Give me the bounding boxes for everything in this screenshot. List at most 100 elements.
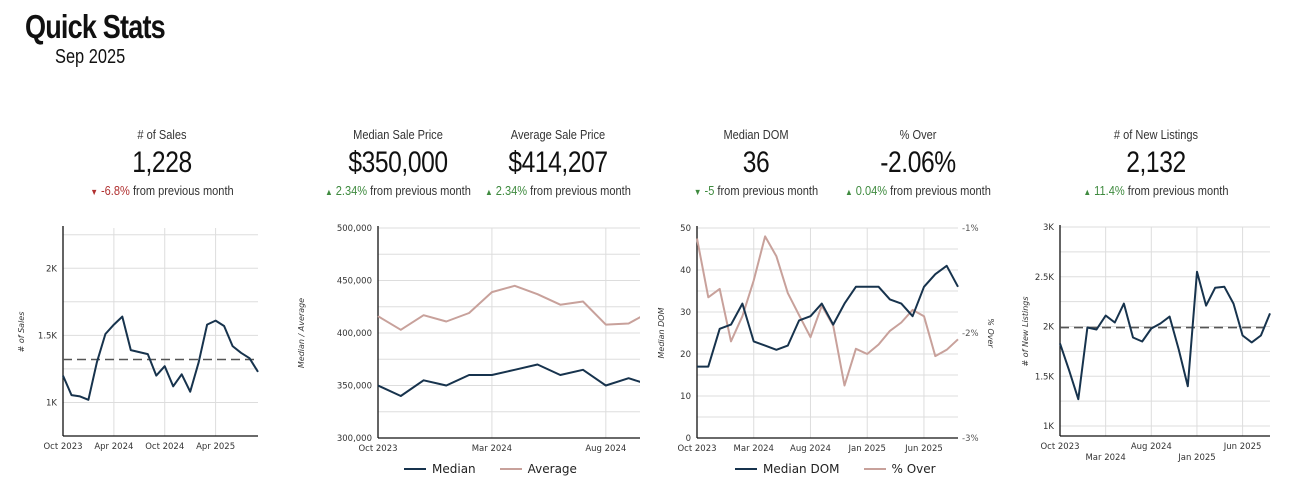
y-tick-label: 3K bbox=[1043, 223, 1054, 233]
kpi-median-price: Median Sale Price $350,000 ▲ 2.34% from … bbox=[298, 127, 498, 198]
y-tick-label: 350,000 bbox=[337, 382, 372, 392]
legend-swatch bbox=[499, 468, 522, 470]
series-line--of-new-listings bbox=[1059, 270, 1271, 401]
arrow-down-icon: ▼ bbox=[90, 187, 98, 197]
x-tick-label: Apr 2025 bbox=[196, 442, 235, 452]
arrow-up-icon: ▲ bbox=[845, 187, 853, 197]
y-tick-label: 10 bbox=[680, 392, 691, 402]
kpi-change: -5 bbox=[704, 183, 715, 198]
kpi-change: 2.34% bbox=[495, 183, 528, 198]
legend-label: % Over bbox=[891, 462, 936, 476]
arrow-down-icon: ▼ bbox=[693, 187, 702, 197]
y-tick-label: 400,000 bbox=[337, 329, 372, 339]
x-tick-label: Oct 2023 bbox=[677, 444, 716, 454]
kpi-value: 1,228 bbox=[132, 146, 192, 179]
y-tick-label: 1K bbox=[46, 398, 57, 408]
y-tick-label: 30 bbox=[680, 308, 691, 318]
y-tick-label: 300,000 bbox=[337, 434, 372, 444]
page-title: Quick Stats bbox=[25, 8, 166, 45]
kpi-average-price: Average Sale Price $414,207 ▲ 2.34% from… bbox=[458, 127, 658, 198]
legend-swatch bbox=[735, 468, 757, 470]
x-tick-label: Mar 2024 bbox=[472, 444, 512, 454]
kpi-value: -2.06% bbox=[880, 146, 956, 179]
x-tick-label: Jan 2025 bbox=[847, 444, 885, 454]
series-line-average bbox=[377, 284, 640, 331]
legend-item-median: Median bbox=[404, 462, 476, 476]
y-tick-label: 40 bbox=[680, 266, 691, 276]
kpi-median-dom: Median DOM 36 ▼ -5 from previous month bbox=[656, 127, 856, 198]
y-tick-label: 2K bbox=[46, 264, 57, 274]
legend-label: Median bbox=[432, 462, 476, 476]
kpi-label: Median DOM bbox=[723, 127, 789, 142]
kpi-percent-over: % Over -2.06% ▲ 0.04% from previous mont… bbox=[818, 127, 1018, 198]
x-tick-label: Oct 2024 bbox=[145, 442, 184, 452]
arrow-up-icon: ▲ bbox=[325, 187, 333, 197]
series-line-median bbox=[377, 363, 640, 397]
kpi-change-suffix: from previous month bbox=[132, 183, 234, 198]
x-tick-label: Apr 2024 bbox=[94, 442, 133, 452]
kpi-value: 2,132 bbox=[1126, 146, 1186, 179]
x-tick-label: Oct 2023 bbox=[43, 442, 82, 452]
x-tick-label: Mar 2024 bbox=[1085, 453, 1125, 463]
legend-item-percent-over: % Over bbox=[863, 462, 936, 476]
kpi-change-suffix: from previous month bbox=[717, 183, 819, 198]
dom-chart-legend: Median DOM % Over bbox=[735, 462, 936, 476]
y-tick-label: 0 bbox=[686, 434, 691, 444]
y-tick-label: 2K bbox=[1043, 323, 1054, 333]
y-right-axis-label: % Over bbox=[986, 318, 995, 348]
kpi-label: # of New Listings bbox=[1113, 127, 1199, 142]
y-right-tick-label: -1% bbox=[962, 224, 979, 234]
x-tick-label: Jun 2025 bbox=[904, 444, 943, 454]
kpi-change: 11.4% bbox=[1094, 183, 1125, 198]
x-tick-label: Aug 2024 bbox=[1131, 442, 1172, 452]
legend-item-median-dom: Median DOM bbox=[735, 462, 840, 476]
kpi-value: $350,000 bbox=[348, 146, 448, 179]
y-axis-label: # of New Listings bbox=[1021, 296, 1030, 366]
kpi-change: -6.8% bbox=[100, 183, 130, 198]
arrow-up-icon: ▲ bbox=[485, 187, 493, 197]
kpi-change-suffix: from previous month bbox=[1127, 183, 1229, 198]
x-tick-label: Aug 2024 bbox=[790, 444, 831, 454]
x-tick-label: Oct 2023 bbox=[1040, 442, 1079, 452]
x-tick-label: Jan 2025 bbox=[1177, 453, 1215, 463]
price-chart-legend: Median Average bbox=[404, 462, 577, 476]
page-subtitle: Sep 2025 bbox=[55, 46, 126, 68]
series-line--of-sales bbox=[62, 315, 259, 401]
sales-chart: Oct 2023 Apr 2024 Oct 2024 Apr 2025 1K 1.5K 2K… bbox=[17, 226, 259, 452]
new-listings-chart: Oct 2023 Mar 2024 Aug 2024 Jan 2025 Jun 2025… bbox=[1021, 223, 1271, 463]
x-tick-label: Oct 2023 bbox=[358, 444, 397, 454]
y-right-tick-label: -2% bbox=[962, 329, 979, 339]
kpi-label: # of Sales bbox=[137, 127, 187, 142]
legend-label: Median DOM bbox=[763, 462, 840, 476]
x-tick-label: Mar 2024 bbox=[734, 444, 774, 454]
y-tick-label: 1.5K bbox=[1035, 372, 1055, 382]
kpi-change-suffix: from previous month bbox=[530, 183, 631, 198]
kpi-sales: # of Sales 1,228 ▼ -6.8% from previous m… bbox=[62, 127, 262, 198]
legend-swatch bbox=[404, 468, 426, 470]
kpi-value: 36 bbox=[742, 146, 770, 179]
kpi-new-listings: # of New Listings 2,132 ▲ 11.4% from pre… bbox=[1056, 127, 1256, 198]
y-tick-label: 2.5K bbox=[1035, 273, 1055, 283]
kpi-value: $414,207 bbox=[508, 146, 608, 179]
legend-item-average: Average bbox=[499, 462, 577, 476]
y-tick-label: 20 bbox=[680, 350, 691, 360]
series-line-median-dom bbox=[697, 264, 959, 368]
series-line--over bbox=[696, 235, 959, 387]
kpi-change: 2.34% bbox=[335, 183, 368, 198]
dom-chart: Oct 2023 Mar 2024 Aug 2024 Jan 2025 Jun 2025… bbox=[657, 224, 995, 454]
kpi-label: Average Sale Price bbox=[510, 127, 606, 142]
y-axis-label: Median DOM bbox=[657, 307, 666, 358]
kpi-change-suffix: from previous month bbox=[370, 183, 471, 198]
kpi-label: Median Sale Price bbox=[353, 127, 443, 142]
y-tick-label: 50 bbox=[680, 224, 691, 234]
y-tick-label: 1.5K bbox=[38, 331, 58, 341]
y-tick-label: 450,000 bbox=[337, 277, 372, 287]
x-tick-label: Aug 2024 bbox=[585, 444, 626, 454]
y-right-tick-label: -3% bbox=[962, 434, 979, 444]
kpi-label: % Over bbox=[899, 127, 937, 142]
kpi-change-suffix: from previous month bbox=[890, 183, 991, 198]
y-tick-label: 1K bbox=[1043, 422, 1054, 432]
legend-swatch bbox=[863, 468, 886, 470]
y-axis-label: Median / Average bbox=[297, 298, 306, 368]
